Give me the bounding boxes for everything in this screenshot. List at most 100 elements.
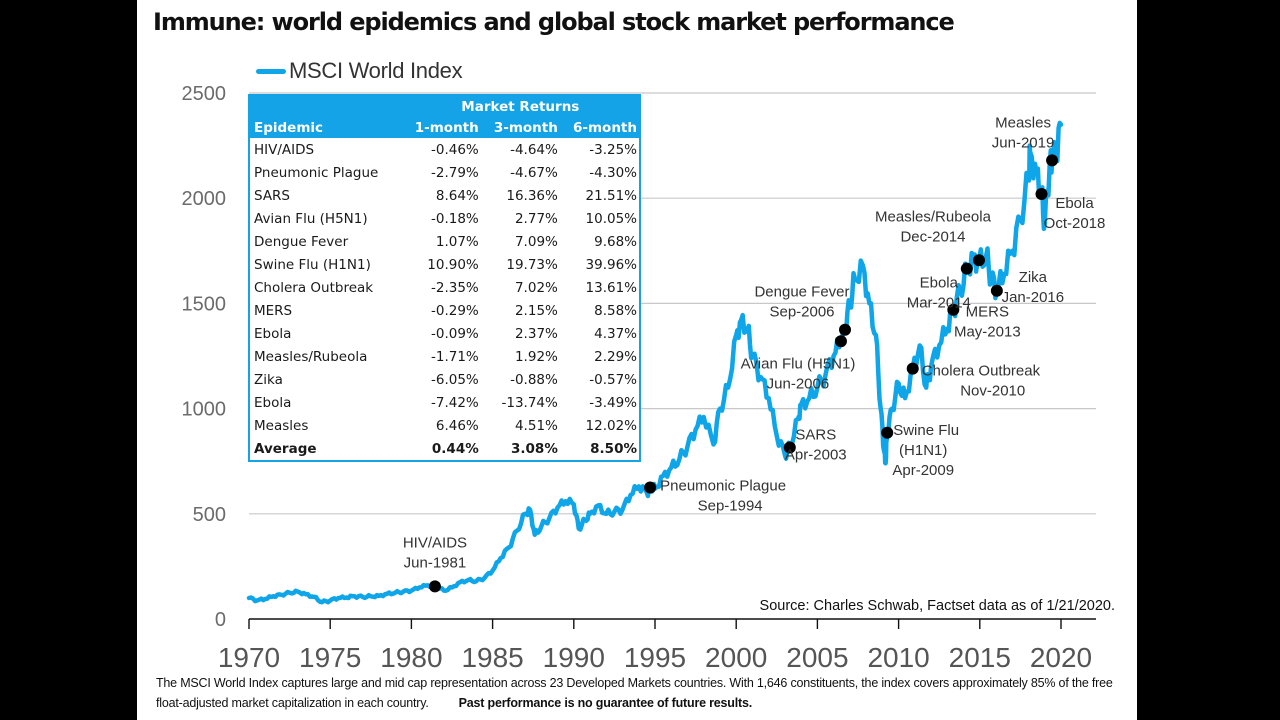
average-cell: 3.08%: [511, 440, 558, 457]
table-header-row: Epidemic 1-month 3-month 6-month: [250, 117, 639, 138]
annotation-label: Ebola: [920, 275, 959, 292]
epidemic-marker: [783, 441, 796, 454]
epidemic-name-cell: Zika: [254, 371, 283, 388]
x-tick-label: 2000: [705, 642, 767, 673]
epidemic-marker: [972, 254, 985, 267]
y-tick-label: 1500: [182, 293, 227, 315]
x-tick-label: 2005: [786, 642, 848, 673]
average-cell: 8.50%: [590, 440, 637, 457]
y-tick-label: 2000: [182, 188, 227, 210]
source-note: Source: Charles Schwab, Factset data as …: [759, 598, 1115, 614]
return-cell: -4.64%: [510, 141, 558, 158]
annotation-label: Zika: [1019, 269, 1048, 286]
epidemic-name-cell: Avian Flu (H5N1): [254, 210, 368, 227]
average-cell: 0.44%: [431, 440, 479, 457]
return-cell: -13.74%: [501, 394, 558, 411]
x-tick-label: 1975: [299, 642, 361, 673]
epidemic-marker: [960, 262, 973, 275]
epidemic-name-cell: Measles: [254, 417, 309, 434]
column-header: 3-month: [493, 119, 558, 136]
table-group-spacer: [250, 96, 402, 117]
annotation-date: May-2013: [954, 324, 1021, 341]
return-cell: -0.46%: [430, 141, 479, 158]
table-row: HIV/AIDS -0.46% -4.64% -3.25%: [250, 138, 639, 161]
disclaimer: Past performance is no guarantee of futu…: [458, 696, 753, 710]
return-cell: -0.09%: [430, 325, 479, 342]
table-row: Ebola -7.42% -13.74% -3.49%: [250, 391, 639, 414]
annotation-date: Jun-1981: [404, 554, 467, 571]
annotation-label: Pneumonic Plague: [660, 478, 786, 495]
annotations-layer: HIV/AIDS Jun-1981 Pneumonic Plague Sep-1994…: [403, 114, 1106, 593]
return-cell: 7.09%: [514, 233, 558, 250]
return-cell: 2.37%: [514, 325, 558, 342]
x-tick-label: 1980: [380, 642, 442, 673]
y-tick-label: 500: [193, 504, 226, 526]
return-cell: 2.77%: [514, 210, 558, 227]
footnote: The MSCI World Index captures large and …: [156, 673, 1131, 713]
annotation-label: Measles: [995, 114, 1051, 131]
annotation-label: MERS: [966, 304, 1009, 321]
return-cell: -0.57%: [589, 371, 637, 388]
annotation-date: Oct-2018: [1044, 215, 1106, 232]
y-tick-label: 2500: [182, 83, 227, 105]
return-cell: -6.05%: [430, 371, 479, 388]
return-cell: 4.37%: [594, 325, 637, 342]
return-cell: 12.02%: [585, 417, 637, 434]
return-cell: 16.36%: [506, 187, 558, 204]
annotation-label: Dengue Fever: [754, 284, 849, 301]
return-cell: -2.35%: [430, 279, 479, 296]
return-cell: 1.92%: [514, 348, 558, 365]
x-tick-label: 2010: [867, 642, 929, 673]
return-cell: 10.90%: [427, 256, 479, 273]
epidemic-marker: [906, 362, 919, 375]
y-tick-label: 1000: [182, 399, 227, 421]
x-axis: 1970 1975 1980 1985 1990 1995 2000 2005 2010 2015…: [218, 618, 1096, 673]
y-axis-ticks: 0 500 1000 1500 2000 2500: [182, 83, 227, 631]
return-cell: -1.71%: [430, 348, 479, 365]
x-tick-label: 1970: [218, 642, 280, 673]
return-cell: 39.96%: [585, 256, 637, 273]
epidemic-marker: [990, 284, 1003, 297]
return-cell: -3.25%: [589, 141, 637, 158]
return-cell: 2.29%: [594, 348, 637, 365]
epidemic-marker: [834, 335, 847, 348]
return-cell: -0.18%: [430, 210, 479, 227]
x-tick-label: 1985: [461, 642, 523, 673]
epidemic-name-cell: Ebola: [254, 325, 292, 342]
table-row: Pneumonic Plague -2.79% -4.67% -4.30%: [250, 161, 639, 184]
epidemic-marker: [428, 580, 441, 593]
annotation-label: SARS: [795, 427, 836, 444]
table-group-header: Market Returns: [461, 98, 580, 115]
return-cell: -0.29%: [430, 302, 479, 319]
legend: MSCI World Index: [256, 58, 463, 84]
epidemic-marker: [1035, 187, 1048, 200]
annotation-date: Sep-2006: [769, 304, 834, 321]
column-header: 6-month: [572, 119, 637, 136]
x-tick-label: 2015: [949, 642, 1011, 673]
return-cell: 13.61%: [585, 279, 637, 296]
column-header: Epidemic: [254, 119, 324, 136]
return-cell: -0.88%: [510, 371, 558, 388]
legend-swatch: [256, 68, 286, 74]
annotation-date: Apr-2009: [892, 462, 954, 479]
return-cell: 1.07%: [435, 233, 479, 250]
return-cell: -2.79%: [430, 164, 479, 181]
annotation-label: Avian Flu (H5N1): [741, 355, 856, 372]
x-tick-label: 2020: [1030, 642, 1092, 673]
annotation-date: (H1N1): [899, 442, 947, 459]
table-group-header-row: Market Returns: [250, 96, 639, 117]
return-cell: 2.15%: [514, 302, 558, 319]
epidemic-name-cell: SARS: [254, 187, 291, 204]
annotation-label: Swine Flu: [893, 422, 959, 439]
annotation-date: Nov-2010: [960, 383, 1025, 400]
epidemic-marker: [947, 303, 960, 316]
annotation-date: Jun-2019: [992, 134, 1055, 151]
annotation-date: Jun-2006: [767, 375, 830, 392]
column-header: 1-month: [414, 119, 479, 136]
x-tick-label: 1990: [543, 642, 605, 673]
return-cell: 21.51%: [585, 187, 637, 204]
annotation-label: HIV/AIDS: [403, 534, 467, 551]
annotation-date: Dec-2014: [900, 228, 965, 245]
return-cell: 19.73%: [506, 256, 558, 273]
x-tick-label: 1995: [624, 642, 686, 673]
